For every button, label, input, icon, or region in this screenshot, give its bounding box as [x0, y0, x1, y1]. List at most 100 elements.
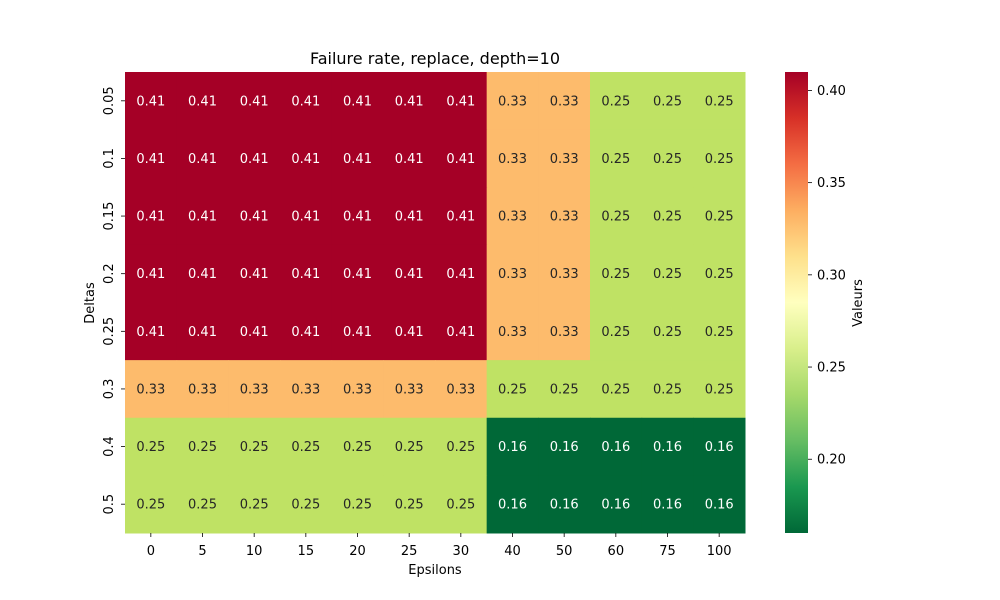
y-tick-label: 0.4 [102, 436, 117, 457]
heatmap-cell-labels: 0.41 0.41 0.41 0.41 0.41 0.41 0.41 0.33 0.33 0.25… [136, 94, 733, 512]
heatmap-cell [280, 302, 333, 361]
heatmap-cell [228, 129, 281, 188]
heatmap-cell [435, 187, 488, 246]
heatmap-cell [693, 72, 746, 131]
heatmap-cell [125, 72, 178, 131]
heatmap-cell [538, 72, 591, 131]
x-tick-label: 50 [556, 544, 573, 559]
cell-value-label: 0.16 [705, 498, 734, 513]
cell-value-label: 0.33 [291, 382, 320, 397]
cell-value-label: 0.25 [705, 267, 734, 282]
y-tick-label: 0.1 [102, 148, 117, 169]
x-tick-label: 25 [401, 544, 418, 559]
cell-value-label: 0.33 [498, 267, 527, 282]
heatmap-cell [693, 302, 746, 361]
heatmap-cell [590, 417, 643, 476]
heatmap-cell [486, 417, 539, 476]
cell-value-label: 0.16 [550, 440, 579, 455]
heatmap-cell [228, 72, 281, 131]
cell-value-label: 0.25 [601, 152, 630, 167]
heatmap-cell [383, 475, 436, 534]
cell-value-label: 0.41 [291, 325, 320, 340]
heatmap-cell [486, 302, 539, 361]
cell-value-label: 0.41 [343, 152, 372, 167]
heatmap-cell [486, 360, 539, 419]
cell-value-label: 0.25 [343, 498, 372, 513]
heatmap-cell [486, 244, 539, 303]
cell-value-label: 0.16 [653, 498, 682, 513]
cell-value-label: 0.25 [446, 498, 475, 513]
cell-value-label: 0.25 [653, 152, 682, 167]
y-tick-label: 0.5 [102, 494, 117, 515]
cell-value-label: 0.41 [343, 94, 372, 109]
cell-value-label: 0.41 [136, 325, 165, 340]
heatmap-cell [383, 244, 436, 303]
cell-value-label: 0.25 [653, 382, 682, 397]
x-axis-label: Epsilons [408, 563, 462, 578]
cell-value-label: 0.25 [188, 498, 217, 513]
cell-value-label: 0.25 [550, 382, 579, 397]
heatmap-cell [176, 129, 229, 188]
heatmap-cell [176, 72, 229, 131]
heatmap-cell [125, 475, 178, 534]
cell-value-label: 0.25 [136, 440, 165, 455]
x-tick-label: 60 [608, 544, 625, 559]
heatmap-cell [228, 475, 281, 534]
colorbar-tick-label: 0.25 [817, 361, 846, 376]
heatmap-cell [280, 475, 333, 534]
cell-value-label: 0.25 [705, 152, 734, 167]
cell-value-label: 0.41 [395, 152, 424, 167]
heatmap-cell [590, 475, 643, 534]
heatmap-cell [331, 417, 384, 476]
cell-value-label: 0.16 [653, 440, 682, 455]
cell-value-label: 0.33 [498, 210, 527, 225]
heatmap-cell [331, 360, 384, 419]
heatmap-cell [590, 244, 643, 303]
heatmap-cell [383, 360, 436, 419]
heatmap-cell [176, 244, 229, 303]
heatmap-cell [331, 244, 384, 303]
y-tick-label: 0.05 [102, 86, 117, 115]
cell-value-label: 0.25 [136, 498, 165, 513]
x-tick-label: 0 [147, 544, 155, 559]
heatmap-cell [693, 129, 746, 188]
heatmap-cell [176, 187, 229, 246]
colorbar-label: Valeurs [851, 279, 866, 327]
x-tick-label: 75 [659, 544, 676, 559]
cell-value-label: 0.41 [291, 152, 320, 167]
cell-value-label: 0.33 [343, 382, 372, 397]
cell-value-label: 0.25 [705, 325, 734, 340]
heatmap-cell [280, 244, 333, 303]
heatmap-cell [641, 475, 694, 534]
heatmap-cell [641, 72, 694, 131]
cell-value-label: 0.41 [446, 210, 475, 225]
cell-value-label: 0.33 [498, 325, 527, 340]
cell-value-label: 0.25 [601, 325, 630, 340]
heatmap-cell [125, 187, 178, 246]
cell-value-label: 0.25 [498, 382, 527, 397]
cell-value-label: 0.33 [498, 152, 527, 167]
heatmap-cell [486, 475, 539, 534]
heatmap-cell [538, 302, 591, 361]
heatmap-cell [383, 302, 436, 361]
heatmap-cell [486, 72, 539, 131]
cell-value-label: 0.41 [343, 267, 372, 282]
heatmap-cell [176, 417, 229, 476]
cell-value-label: 0.41 [188, 152, 217, 167]
cell-value-label: 0.25 [601, 382, 630, 397]
cell-value-label: 0.41 [240, 210, 269, 225]
heatmap-cell [383, 72, 436, 131]
cell-value-label: 0.33 [240, 382, 269, 397]
cell-value-label: 0.41 [446, 267, 475, 282]
heatmap-cell [486, 129, 539, 188]
cell-value-label: 0.41 [291, 267, 320, 282]
cell-value-label: 0.41 [240, 325, 269, 340]
cell-value-label: 0.25 [653, 325, 682, 340]
cell-value-label: 0.25 [343, 440, 372, 455]
cell-value-label: 0.16 [498, 440, 527, 455]
heatmap-cell [693, 475, 746, 534]
y-tick-label: 0.3 [102, 379, 117, 400]
heatmap-cell [435, 475, 488, 534]
cell-value-label: 0.41 [188, 325, 217, 340]
